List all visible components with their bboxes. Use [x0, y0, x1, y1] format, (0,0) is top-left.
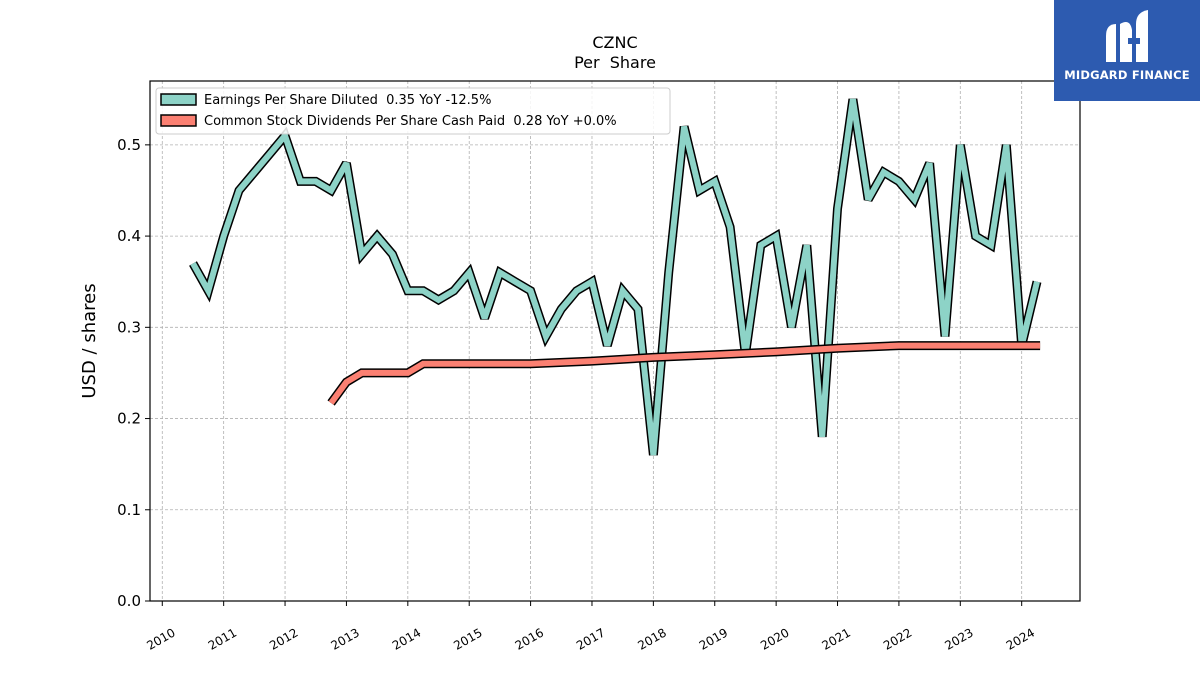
grid-lines: [150, 81, 1080, 602]
legend-label-dividends: Common Stock Dividends Per Share Cash Pa…: [204, 114, 617, 129]
x-tick-label: 2022: [881, 625, 914, 652]
y-axis-label: USD / shares: [79, 283, 100, 398]
legend-label-eps: Earnings Per Share Diluted 0.35 YoY -12.…: [204, 93, 491, 108]
x-tick-label: 2012: [267, 625, 300, 652]
y-tick-label: 0.0: [117, 592, 141, 610]
y-tick-label: 0.4: [117, 227, 141, 245]
series-lines: [189, 98, 1042, 456]
y-tick-label: 0.3: [117, 318, 141, 336]
x-axis: 2010 2011 2012 2013 2014 2015 2016 2017 2018 2019…: [144, 601, 1037, 653]
x-tick-label: 2015: [451, 625, 484, 652]
dividends-line: [328, 342, 1041, 405]
x-tick-label: 2017: [574, 625, 607, 652]
eps-line-outline: [189, 98, 1042, 456]
y-tick-label: 0.2: [117, 410, 141, 428]
x-tick-label: 2021: [820, 625, 853, 652]
legend-swatch-eps: [160, 93, 197, 106]
x-tick-label: 2024: [1004, 625, 1037, 652]
legend-box: [155, 87, 671, 135]
x-tick-label: 2013: [328, 625, 361, 652]
brand-name: MIDGARD FINANCE: [1064, 68, 1190, 82]
x-tick-label: 2014: [390, 625, 423, 652]
legend-swatch-dividends: [160, 114, 197, 127]
chart-subtitle: Per Share: [574, 53, 656, 72]
y-axis: 0.0 0.1 0.2 0.3 0.4 0.5: [117, 136, 150, 610]
midgard-finance-logo: MIDGARD FINANCE: [1054, 0, 1200, 101]
chart-title: CZNC: [592, 33, 637, 52]
x-tick-label: 2018: [635, 625, 668, 652]
eps-line: [190, 98, 1040, 456]
legend: Earnings Per Share Diluted 0.35 YoY -12.…: [155, 87, 671, 135]
plot-frame: [149, 80, 1081, 602]
x-tick-label: 2023: [942, 625, 975, 652]
x-tick-label: 2011: [206, 625, 239, 652]
x-tick-label: 2010: [144, 625, 177, 652]
midgard-m-logo-icon: [1106, 10, 1148, 62]
x-tick-label: 2019: [697, 625, 730, 652]
x-tick-label: 2020: [758, 625, 791, 652]
y-tick-label: 0.1: [117, 501, 141, 519]
x-tick-label: 2016: [513, 625, 546, 652]
y-tick-label: 0.5: [117, 136, 141, 154]
